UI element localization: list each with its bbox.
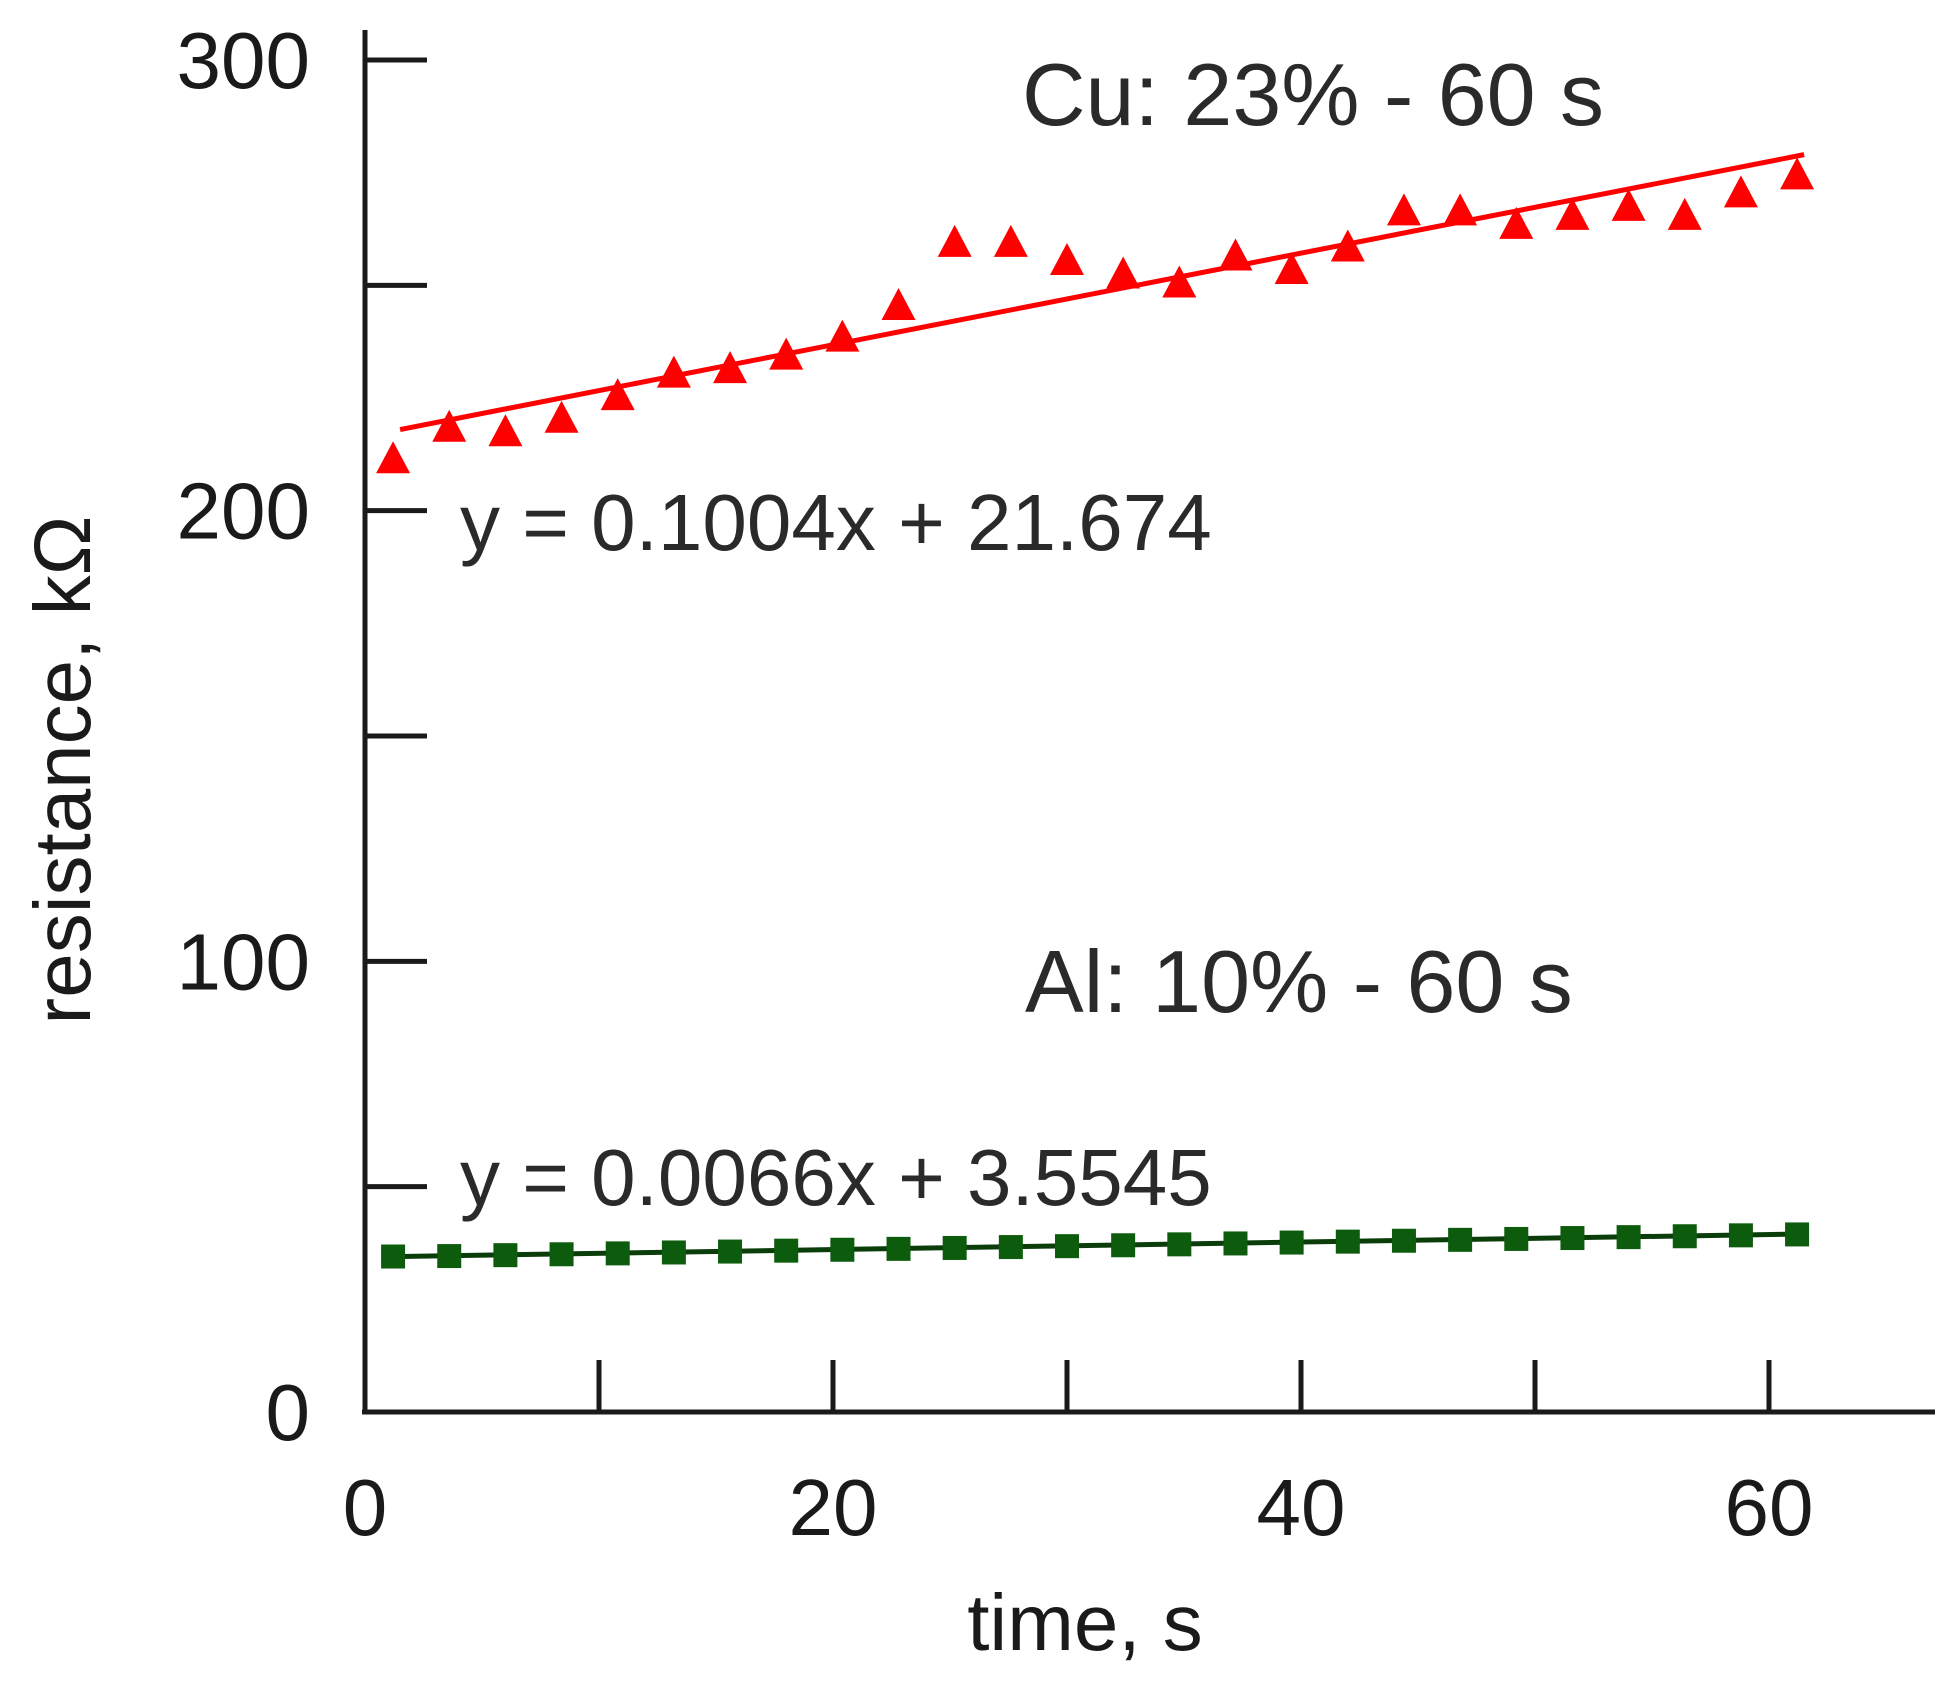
data-point-al	[942, 1235, 967, 1260]
data-point-cu	[1162, 265, 1197, 298]
data-point-al	[1560, 1226, 1585, 1251]
data-point-cu	[1274, 251, 1309, 284]
data-point-al	[1391, 1228, 1416, 1253]
y-ticks: 0 100 200 300	[177, 16, 427, 1457]
x-tick-label-40: 40	[1257, 1463, 1346, 1552]
data-point-al	[437, 1244, 462, 1269]
data-point-cu	[1723, 175, 1758, 208]
series-label-al: Al: 10% - 60 s	[1025, 932, 1573, 1031]
data-point-al	[1672, 1224, 1697, 1249]
y-tick-label-200: 200	[177, 467, 310, 556]
data-point-al	[661, 1240, 686, 1265]
data-point-cu	[1667, 197, 1702, 230]
data-point-al	[549, 1242, 574, 1267]
data-point-cu	[993, 224, 1028, 257]
equation-al: y = 0.0066x + 3.5545	[460, 1133, 1212, 1222]
data-point-cu	[1386, 193, 1421, 226]
data-point-al	[1223, 1231, 1248, 1256]
data-point-al	[1785, 1222, 1810, 1247]
data-point-cu	[1611, 188, 1646, 221]
data-point-al	[998, 1235, 1023, 1260]
data-point-al	[381, 1244, 406, 1269]
data-point-al	[830, 1237, 855, 1262]
data-markers	[376, 157, 1815, 1269]
data-point-cu	[713, 351, 748, 384]
data-point-cu	[937, 224, 972, 257]
data-point-cu	[769, 337, 804, 370]
x-tick-label-60: 60	[1725, 1463, 1814, 1552]
data-point-al	[1167, 1232, 1192, 1257]
data-point-al	[1728, 1223, 1753, 1248]
data-point-cu	[544, 400, 579, 433]
y-tick-label-0: 0	[266, 1368, 311, 1457]
data-point-cu	[1780, 157, 1815, 190]
data-point-al	[718, 1239, 743, 1264]
data-point-al	[605, 1241, 630, 1266]
trendline-cu	[399, 152, 1805, 433]
data-point-cu	[600, 378, 635, 411]
data-point-al	[886, 1236, 911, 1261]
data-point-al	[1279, 1230, 1304, 1255]
data-point-al	[1504, 1226, 1529, 1251]
data-point-cu	[1443, 193, 1478, 226]
series-label-cu: Cu: 23% - 60 s	[1022, 45, 1604, 144]
data-point-al	[493, 1243, 518, 1268]
y-tick-label-300: 300	[177, 16, 310, 105]
data-point-cu	[1106, 256, 1141, 289]
y-tick-label-100: 100	[177, 917, 310, 1006]
data-point-al	[774, 1238, 799, 1263]
data-point-al	[1616, 1225, 1641, 1250]
x-tick-label-0: 0	[343, 1463, 388, 1552]
data-point-cu	[1330, 229, 1365, 262]
data-point-cu	[825, 319, 860, 352]
data-point-cu	[1499, 206, 1534, 239]
data-point-cu	[1218, 238, 1253, 271]
data-point-cu	[1555, 197, 1590, 230]
trendlines	[399, 152, 1805, 1260]
data-point-al	[1335, 1229, 1360, 1254]
data-point-cu	[881, 288, 916, 321]
data-point-cu	[656, 355, 691, 388]
x-axis-title: time, s	[967, 1578, 1203, 1667]
axes	[362, 30, 1935, 1415]
data-point-cu	[432, 409, 467, 442]
data-point-al	[1111, 1233, 1136, 1258]
data-point-cu	[376, 441, 411, 474]
data-point-al	[1448, 1227, 1473, 1252]
data-point-cu	[1050, 242, 1084, 275]
x-ticks: 0 20 40 60	[343, 1360, 1814, 1552]
y-axis-title: resistance, kΩ	[18, 516, 107, 1025]
equation-cu: y = 0.1004x + 21.674	[460, 478, 1212, 567]
data-point-cu	[488, 414, 523, 447]
data-point-al	[1055, 1234, 1079, 1259]
x-tick-label-20: 20	[789, 1463, 878, 1552]
